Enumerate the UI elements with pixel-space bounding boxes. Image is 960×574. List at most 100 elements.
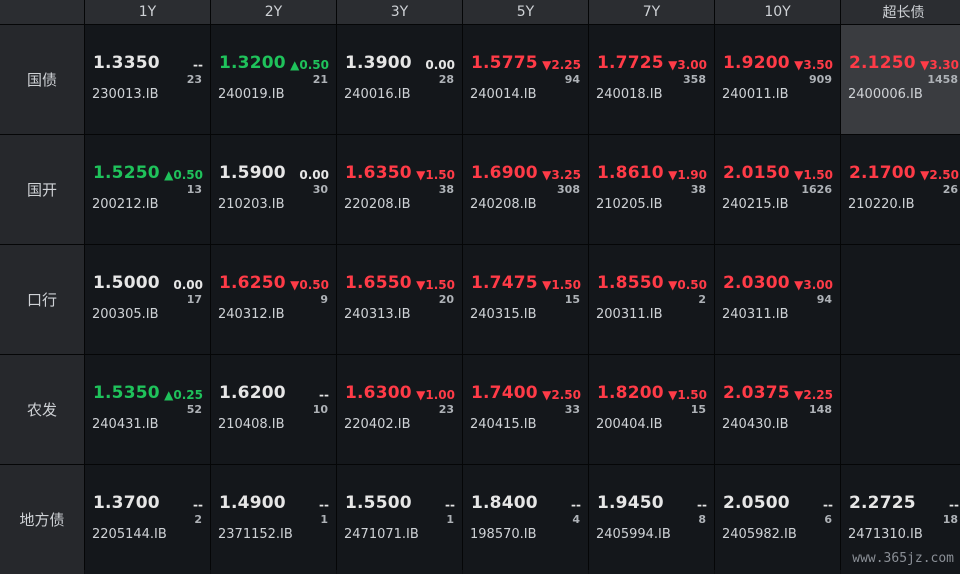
yield-value: 2.2725 [849,493,916,513]
quote-cell[interactable]: 1.5900 0.00 30 210203.IB [211,135,336,244]
yield-value: 1.7400 [471,383,538,403]
volume-count: 4 [572,513,580,526]
bond-code: 210220.IB [848,197,915,212]
row-header-4[interactable]: 地方债 [0,465,84,574]
bond-code: 240315.IB [470,307,537,322]
column-header-3[interactable]: 5Y [463,0,588,24]
change-value: -- [571,498,581,512]
yield-value: 1.5000 [93,273,160,293]
yield-value: 1.3900 [345,53,412,73]
change-value: ▼0.50 [290,278,329,292]
quote-cell[interactable]: 1.7475 ▼1.50 15 240315.IB [463,245,588,354]
yield-value: 1.5350 [93,383,160,403]
yield-value: 1.7725 [597,53,664,73]
change-value: 0.00 [173,278,203,292]
bond-code: 230013.IB [92,87,159,102]
column-header-4[interactable]: 7Y [589,0,714,24]
quote-cell[interactable]: 1.9200 ▼3.50 909 240011.IB [715,25,840,134]
bond-code: 240215.IB [722,197,789,212]
yield-value: 1.9200 [723,53,790,73]
bond-code: 200212.IB [92,197,159,212]
change-value: -- [193,58,203,72]
bond-code: 2471071.IB [344,527,419,542]
quote-cell[interactable]: 1.6550 ▼1.50 20 240313.IB [337,245,462,354]
volume-count: 9 [320,293,328,306]
volume-count: 10 [312,403,328,416]
column-header-1[interactable]: 2Y [211,0,336,24]
change-value: ▲0.50 [164,168,203,182]
empty-cell [841,245,960,354]
yield-value: 1.9450 [597,493,664,513]
row-header-2[interactable]: 口行 [0,245,84,354]
quote-cell[interactable]: 1.6300 ▼1.00 23 220402.IB [337,355,462,464]
change-value: -- [193,498,203,512]
column-header-6[interactable]: 超长债 [841,0,960,24]
quote-cell[interactable]: 1.5350 ▲0.25 52 240431.IB [85,355,210,464]
quote-cell[interactable]: 1.6900 ▼3.25 308 240208.IB [463,135,588,244]
change-value: ▲0.50 [290,58,329,72]
quote-cell[interactable]: 1.3700 -- 2 2205144.IB [85,465,210,574]
yield-value: 2.0375 [723,383,790,403]
change-value: -- [949,498,959,512]
bond-code: 210203.IB [218,197,285,212]
quote-cell[interactable]: 1.5500 -- 1 2471071.IB [337,465,462,574]
row-header-0[interactable]: 国债 [0,25,84,134]
change-value: ▼3.25 [542,168,581,182]
quote-cell[interactable]: 1.6250 ▼0.50 9 240312.IB [211,245,336,354]
quote-cell[interactable]: 1.3900 0.00 28 240016.IB [337,25,462,134]
quote-cell[interactable]: 2.0375 ▼2.25 148 240430.IB [715,355,840,464]
quote-cell[interactable]: 1.9450 -- 8 2405994.IB [589,465,714,574]
change-value: ▼3.00 [668,58,707,72]
change-value: ▼0.50 [668,278,707,292]
bond-code: 2471310.IB [848,527,923,542]
quote-cell[interactable]: 1.3200 ▲0.50 21 240019.IB [211,25,336,134]
volume-count: 38 [690,183,706,196]
volume-count: 15 [564,293,580,306]
quote-cell[interactable]: 1.8550 ▼0.50 2 200311.IB [589,245,714,354]
column-header-2[interactable]: 3Y [337,0,462,24]
yield-value: 1.6900 [471,163,538,183]
quote-cell[interactable]: 1.8400 -- 4 198570.IB [463,465,588,574]
volume-count: 1 [446,513,454,526]
column-header-0[interactable]: 1Y [85,0,210,24]
yield-value: 1.8400 [471,493,538,513]
quote-cell[interactable]: 1.6200 -- 10 210408.IB [211,355,336,464]
quote-cell[interactable]: 1.3350 -- 23 230013.IB [85,25,210,134]
bond-code: 2400006.IB [848,87,923,102]
bond-code: 240011.IB [722,87,789,102]
quote-cell[interactable]: 1.8200 ▼1.50 15 200404.IB [589,355,714,464]
yield-value: 1.6300 [345,383,412,403]
quote-cell[interactable]: 2.0500 -- 6 2405982.IB [715,465,840,574]
quote-cell[interactable]: 2.0300 ▼3.00 94 240311.IB [715,245,840,354]
quote-cell[interactable]: 1.8610 ▼1.90 38 210205.IB [589,135,714,244]
change-value: ▼1.90 [668,168,707,182]
volume-count: 26 [942,183,958,196]
yield-value: 2.1250 [849,53,916,73]
quote-cell[interactable]: 1.6350 ▼1.50 38 220208.IB [337,135,462,244]
quote-cell[interactable]: 2.0150 ▼1.50 1626 240215.IB [715,135,840,244]
quote-cell[interactable]: 2.1250 ▼3.30 1458 2400006.IB [841,25,960,134]
volume-count: 2 [698,293,706,306]
quote-cell[interactable]: 1.4900 -- 1 2371152.IB [211,465,336,574]
change-value: 0.00 [299,168,329,182]
bond-code: 240014.IB [470,87,537,102]
quote-cell[interactable]: 2.2725 -- 18 2471310.IB [841,465,960,574]
quote-cell[interactable]: 1.5250 ▲0.50 13 200212.IB [85,135,210,244]
column-header-5[interactable]: 10Y [715,0,840,24]
bond-code: 240431.IB [92,417,159,432]
bond-code: 210205.IB [596,197,663,212]
volume-count: 23 [438,403,454,416]
header-corner [0,0,84,24]
quote-cell[interactable]: 1.7725 ▼3.00 358 240018.IB [589,25,714,134]
quote-cell[interactable]: 1.7400 ▼2.50 33 240415.IB [463,355,588,464]
quote-cell[interactable]: 1.5000 0.00 17 200305.IB [85,245,210,354]
bond-code: 240208.IB [470,197,537,212]
change-value: ▼3.50 [794,58,833,72]
empty-cell [841,355,960,464]
bond-code: 240018.IB [596,87,663,102]
quote-cell[interactable]: 2.1700 ▼2.50 26 210220.IB [841,135,960,244]
row-header-1[interactable]: 国开 [0,135,84,244]
row-header-3[interactable]: 农发 [0,355,84,464]
yield-value: 1.5500 [345,493,412,513]
quote-cell[interactable]: 1.5775 ▼2.25 94 240014.IB [463,25,588,134]
